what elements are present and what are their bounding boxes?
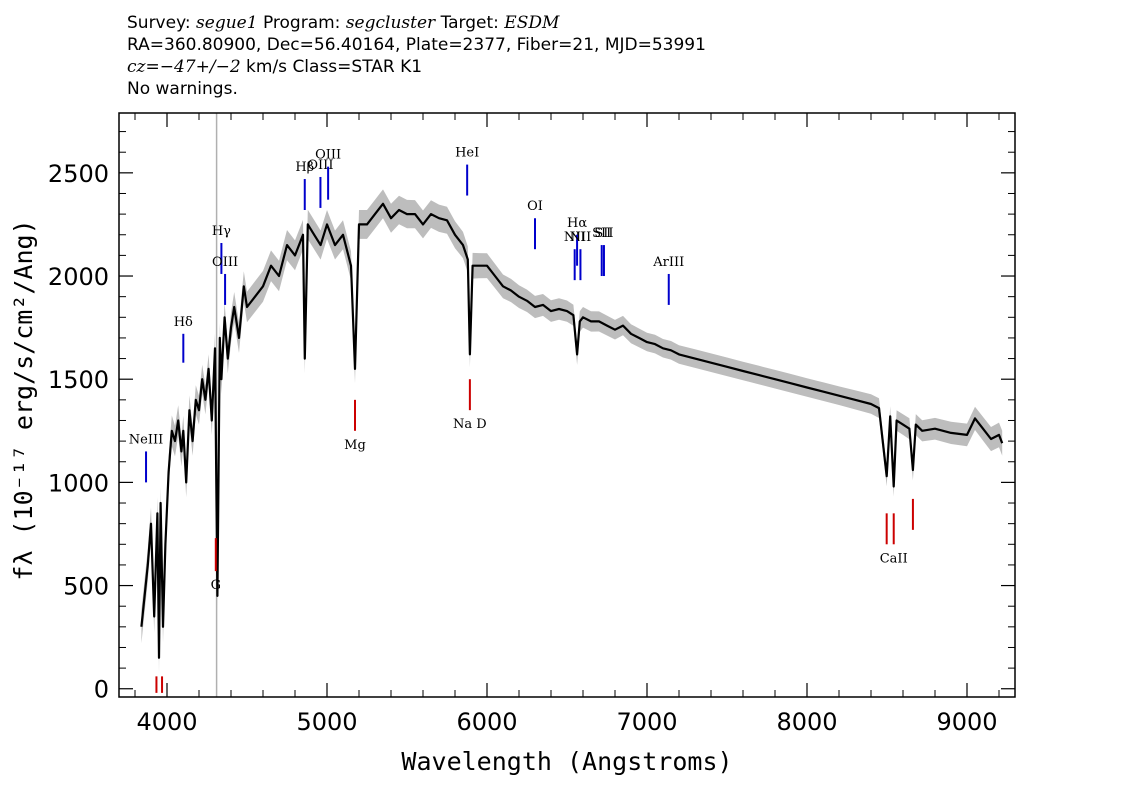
flux-line-group xyxy=(140,202,1004,659)
spectrum-header: Survey: segue1 Program: segcluster Targe… xyxy=(127,12,706,100)
cz-value: cz=−47+/−2 xyxy=(127,57,241,77)
spectral-line-label: ArIII xyxy=(652,255,684,270)
spectral-line-label: Hα xyxy=(567,216,587,231)
spectral-line-label: OIII xyxy=(315,148,341,163)
spectral-line-label: Hγ xyxy=(212,224,231,239)
spectral-line-label: OIII xyxy=(307,158,333,173)
y-axis-title: fλ (10⁻¹⁷ erg/s/cm²/Ang) xyxy=(9,219,38,580)
spectral-line-label: SII xyxy=(592,226,611,241)
plot-frame xyxy=(118,112,1016,698)
spectral-line-label: Hδ xyxy=(174,315,193,330)
header-cz-line: cz=−47+/−2 km/s Class=STAR K1 xyxy=(127,56,706,78)
spectral-line-label: SII xyxy=(594,226,613,241)
spectral-line-label: Hβ xyxy=(295,160,314,175)
y-tick-label: 1000 xyxy=(48,469,109,497)
program-value: segcluster xyxy=(345,13,436,33)
target-label: Target: xyxy=(440,13,499,33)
spectral-line-label: NII xyxy=(564,230,586,245)
spectral-line-label: CaII xyxy=(880,551,908,566)
y-tick-label: 2500 xyxy=(48,160,109,188)
spectral-line-label: G xyxy=(211,578,221,593)
spectral-line-label: OIII xyxy=(212,255,238,270)
spectral-line-label: HeI xyxy=(455,146,479,161)
survey-value: segue1 xyxy=(196,13,258,33)
x-axis-title: Wavelength (Angstroms) xyxy=(401,747,732,776)
y-tick-label: 500 xyxy=(63,573,109,601)
y-tick-label: 2000 xyxy=(48,263,109,291)
error-band-group xyxy=(141,189,1003,674)
y-tick-label: 1500 xyxy=(48,366,109,394)
target-value: ESDM xyxy=(504,13,560,33)
spectral-line-label: Mg xyxy=(344,438,366,453)
error-band xyxy=(141,189,1003,674)
spectral-line-label: NeIII xyxy=(129,432,163,447)
x-tick-label: 8000 xyxy=(776,708,837,736)
header-survey-line: Survey: segue1 Program: segcluster Targe… xyxy=(127,12,706,34)
spectral-line-label: Na D xyxy=(453,417,487,432)
x-tick-label: 9000 xyxy=(936,708,997,736)
x-tick-label: 7000 xyxy=(616,708,677,736)
x-tick-label: 4000 xyxy=(136,708,197,736)
header-warnings: No warnings. xyxy=(127,79,238,99)
spectral-line-label: NII xyxy=(570,230,592,245)
program-label: Program: xyxy=(262,13,341,33)
flux-line xyxy=(140,202,1004,659)
header-coords-line: RA=360.80900, Dec=56.40164, Plate=2377, … xyxy=(127,35,706,55)
x-tick-label: 5000 xyxy=(296,708,357,736)
spectral-line-label: OI xyxy=(527,199,543,214)
survey-label: Survey: xyxy=(127,13,191,33)
axis-ticks-group: 4000 5000 6000 7000 8000 9000 0 500 1000 1500 2000… xyxy=(48,113,1015,736)
cz-class: km/s Class=STAR K1 xyxy=(240,57,423,77)
y-tick-label: 0 xyxy=(94,676,109,704)
x-tick-label: 6000 xyxy=(456,708,517,736)
